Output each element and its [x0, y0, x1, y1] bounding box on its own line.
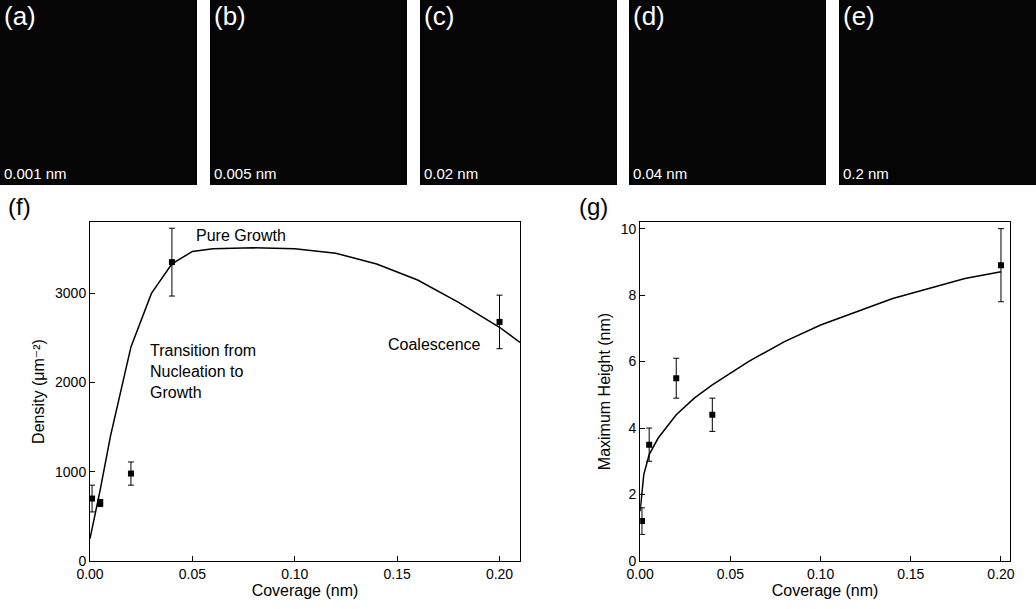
svg-text:Coverage (nm): Coverage (nm) [252, 582, 359, 599]
svg-text:4: 4 [629, 420, 637, 436]
html-text:(a): (a) [4, 1, 36, 31]
svg-text:Transition fromNucleation toGr: Transition fromNucleation toGrowth [150, 342, 256, 401]
svg-text:0: 0 [78, 553, 86, 569]
svg-text:0.15: 0.15 [384, 566, 411, 582]
svg-text:0.10: 0.10 [807, 566, 834, 582]
html-text:(b): (b) [214, 1, 246, 31]
svg-text:0.05: 0.05 [179, 566, 206, 582]
svg-text:1000: 1000 [55, 464, 86, 480]
html-text:0.001 nm: 0.001 nm [4, 165, 67, 182]
html-text:0.04 nm: 0.04 nm [633, 165, 688, 182]
html-text:0.005 nm: 0.005 nm [214, 165, 277, 182]
svg-text:0.10: 0.10 [281, 566, 308, 582]
svg-text:0: 0 [629, 553, 637, 569]
html-text:0.2 nm: 0.2 nm [843, 165, 889, 182]
svg-text:(g): (g) [579, 193, 608, 220]
svg-text:Pure Growth: Pure Growth [196, 227, 286, 244]
svg-text:0.00: 0.00 [627, 566, 654, 582]
svg-text:6: 6 [629, 353, 637, 369]
svg-text:0.15: 0.15 [897, 566, 924, 582]
html-text:0.02 nm: 0.02 nm [424, 165, 479, 182]
svg-text:0.20: 0.20 [486, 566, 513, 582]
svg-text:0.00: 0.00 [76, 566, 103, 582]
svg-text:2000: 2000 [55, 374, 86, 390]
svg-text:2: 2 [629, 486, 637, 502]
svg-text:3000: 3000 [55, 285, 86, 301]
html-text:(d): (d) [633, 1, 665, 31]
svg-text:Maximum Height (nm): Maximum Height (nm) [596, 313, 613, 470]
svg-text:0.20: 0.20 [987, 566, 1014, 582]
svg-text:8: 8 [629, 287, 637, 303]
svg-text:10: 10 [621, 221, 637, 237]
svg-text:Coverage (nm): Coverage (nm) [772, 582, 879, 599]
svg-text:0.05: 0.05 [717, 566, 744, 582]
html-text:(e): (e) [843, 1, 875, 31]
svg-text:Density (μm⁻²): Density (μm⁻²) [30, 339, 47, 444]
html-text:(c): (c) [424, 1, 455, 31]
svg-text:(f): (f) [8, 193, 31, 220]
svg-text:Coalescence: Coalescence [388, 336, 481, 353]
